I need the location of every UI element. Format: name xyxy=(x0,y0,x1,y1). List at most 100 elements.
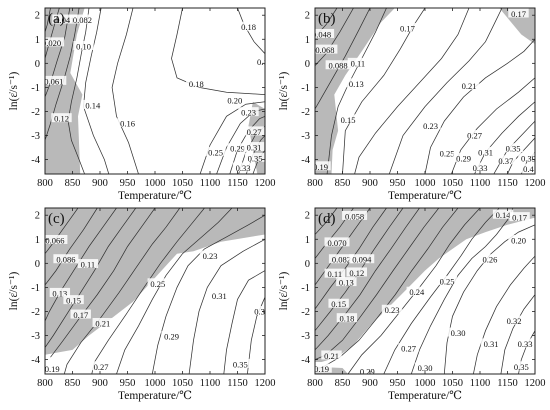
contour-label-bg xyxy=(251,305,265,315)
contour-label: 0.35 xyxy=(506,144,521,154)
contour-label-bg xyxy=(63,295,84,305)
contour-label-bg xyxy=(464,130,485,140)
contour-label: 0.21 xyxy=(462,81,477,91)
contour-label: 0.31 xyxy=(212,291,227,301)
contour-label: 0.086 xyxy=(56,255,75,265)
contour-label-bg xyxy=(381,304,403,314)
contour-label-bg xyxy=(117,117,138,127)
contour-label-bg xyxy=(514,338,535,348)
contour-label-bg xyxy=(502,143,524,153)
contour-line-12 xyxy=(443,224,535,374)
x-tick-label: 900 xyxy=(92,378,108,389)
contour-label: 0.19 xyxy=(314,364,329,374)
contour-label-bg xyxy=(70,309,91,319)
contour-label: 0.33 xyxy=(518,339,533,349)
contour-line-7 xyxy=(91,208,205,374)
contour-label-bg xyxy=(337,114,359,124)
contour-line-11 xyxy=(410,208,514,374)
y-tick-label: -2 xyxy=(301,307,310,318)
contour-label-bg xyxy=(199,250,221,260)
x-tick-label: 950 xyxy=(390,378,406,389)
contour-label-bg xyxy=(205,146,226,156)
contour-line-1 xyxy=(45,8,51,33)
contour-label-bg xyxy=(453,152,474,162)
y-tick-label: 1 xyxy=(35,235,40,246)
y-tick-label: -2 xyxy=(31,107,40,118)
contour-label-bg xyxy=(475,146,496,156)
contour-label-bg xyxy=(458,80,480,90)
contour-line-6 xyxy=(354,8,470,174)
x-axis-title: Temperature/℃ xyxy=(388,390,462,402)
contour-label-bg xyxy=(49,287,71,297)
x-tick-label: 1050 xyxy=(172,378,193,389)
contour-label-bg xyxy=(186,78,207,88)
contour-label: 0.27 xyxy=(94,362,109,372)
contour-label-bg xyxy=(45,37,65,47)
y-tick-label: -1 xyxy=(301,283,310,294)
contour-label: 0.18 xyxy=(189,79,204,89)
y-tick-label: 2 xyxy=(35,11,40,22)
y-tick-label: 2 xyxy=(305,211,310,222)
panel-label: (b) xyxy=(318,11,336,27)
contour-label: 0.37 xyxy=(498,156,513,166)
contour-label-bg xyxy=(315,161,331,171)
contour-line-7 xyxy=(388,8,503,174)
x-tick-label: 1000 xyxy=(145,178,166,189)
x-tick-label: 800 xyxy=(307,378,323,389)
contour-label-bg xyxy=(495,155,517,165)
contour-label-bg xyxy=(436,275,458,285)
x-tick-label: 1150 xyxy=(227,178,248,189)
contour-line-3 xyxy=(315,208,371,286)
contour-label-bg xyxy=(315,44,338,54)
contour-label: 0.11 xyxy=(351,58,366,68)
contour-label: 0.048 xyxy=(312,29,331,39)
instability-region xyxy=(45,8,85,174)
contour-label: 0.19 xyxy=(45,364,60,374)
x-tick-label: 800 xyxy=(307,178,323,189)
contour-label-bg xyxy=(244,152,265,162)
x-tick-label: 950 xyxy=(120,178,136,189)
contour-label: 0.29 xyxy=(456,153,471,163)
contour-label-bg xyxy=(508,8,529,18)
y-tick-label: 2 xyxy=(305,11,310,22)
contour-label-bg xyxy=(357,366,378,374)
contour-label-bg xyxy=(321,350,342,360)
y-tick-label: 1 xyxy=(35,35,40,46)
y-tick-label: -3 xyxy=(301,331,310,342)
contour-label: 0.17 xyxy=(400,23,415,33)
contour-label: 0.27 xyxy=(401,344,416,354)
contour-label: 0.25 xyxy=(440,276,455,286)
y-tick-label: 0 xyxy=(305,259,310,270)
contour-label-bg xyxy=(492,209,514,219)
x-tick-label: 1100 xyxy=(200,178,221,189)
contour-label-bg xyxy=(520,163,535,173)
contour-label: 0.25 xyxy=(440,149,455,159)
contour-label-bg xyxy=(69,14,95,24)
x-tick-label: 950 xyxy=(120,378,136,389)
contour-label-bg xyxy=(77,259,99,269)
x-tick-label: 850 xyxy=(65,378,81,389)
x-tick-label: 950 xyxy=(390,178,406,189)
contour-line-6 xyxy=(315,208,420,351)
contour-label: 0.25 xyxy=(208,147,223,157)
contour-label: 0.13 xyxy=(52,288,67,298)
y-tick-label: -2 xyxy=(301,107,310,118)
contour-label-bg xyxy=(397,22,418,32)
contour-label: 0.33 xyxy=(473,163,488,173)
contour-label-bg xyxy=(503,315,525,325)
x-tick-label: 1150 xyxy=(227,378,248,389)
contour-line-2 xyxy=(45,208,98,286)
panel-label: (d) xyxy=(318,211,336,227)
contour-label: 0.25 xyxy=(150,279,165,289)
contour-label: 0.11 xyxy=(328,269,343,279)
contour-label: 0.29 xyxy=(164,332,179,342)
contour-label-bg xyxy=(328,298,349,308)
contour-label-bg xyxy=(161,331,182,341)
x-tick-label: 900 xyxy=(92,178,108,189)
y-tick-label: -1 xyxy=(31,83,40,94)
contour-label: 0.17 xyxy=(512,213,527,223)
contour-label-bg xyxy=(238,107,259,117)
contour-label-bg xyxy=(336,313,358,323)
contour-label-bg xyxy=(254,56,265,66)
x-tick-label: 850 xyxy=(335,178,351,189)
